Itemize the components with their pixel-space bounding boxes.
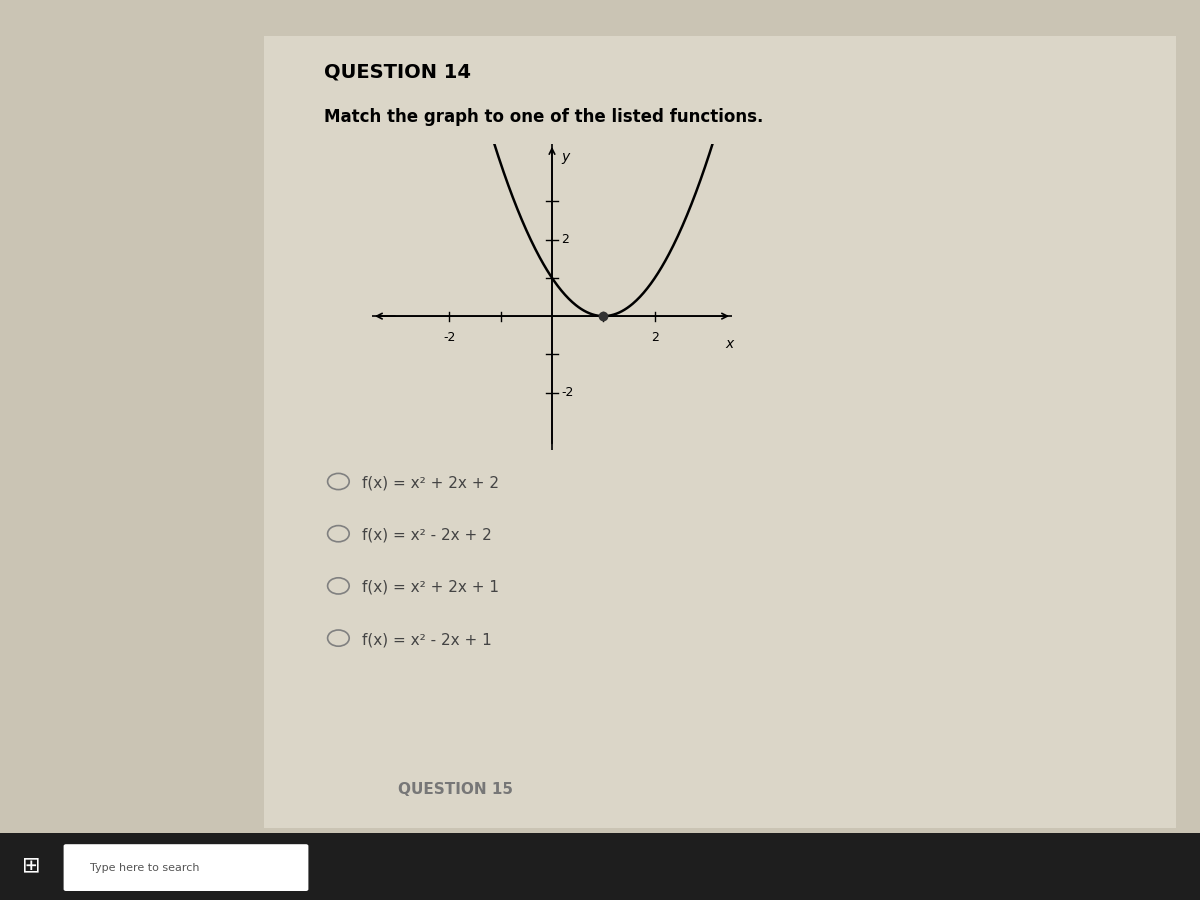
Text: f(x) = x² - 2x + 2: f(x) = x² - 2x + 2 bbox=[362, 527, 492, 543]
Text: y: y bbox=[562, 149, 570, 164]
FancyBboxPatch shape bbox=[264, 36, 1176, 828]
Text: Type here to search: Type here to search bbox=[90, 862, 199, 873]
FancyBboxPatch shape bbox=[64, 844, 308, 891]
Text: ⊞: ⊞ bbox=[22, 857, 41, 877]
FancyBboxPatch shape bbox=[0, 832, 1200, 900]
Text: 2: 2 bbox=[562, 233, 569, 246]
Text: QUESTION 14: QUESTION 14 bbox=[324, 63, 470, 82]
Text: f(x) = x² - 2x + 1: f(x) = x² - 2x + 1 bbox=[362, 632, 492, 647]
Text: -2: -2 bbox=[443, 331, 455, 345]
Text: x: x bbox=[725, 338, 733, 351]
Text: f(x) = x² + 2x + 1: f(x) = x² + 2x + 1 bbox=[362, 580, 499, 595]
Text: QUESTION 15: QUESTION 15 bbox=[398, 781, 514, 797]
Text: -2: -2 bbox=[562, 386, 574, 399]
Text: f(x) = x² + 2x + 2: f(x) = x² + 2x + 2 bbox=[362, 475, 499, 491]
Text: 2: 2 bbox=[650, 331, 659, 345]
Text: Match the graph to one of the listed functions.: Match the graph to one of the listed fun… bbox=[324, 108, 763, 126]
